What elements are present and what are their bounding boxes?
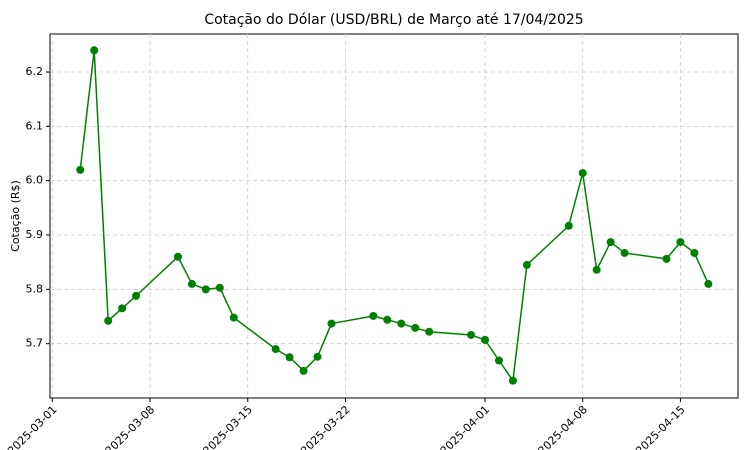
data-point (425, 327, 434, 336)
series-line (79, 50, 710, 383)
data-point (271, 345, 280, 354)
data-point (662, 254, 671, 263)
data-point (369, 311, 378, 320)
data-point (606, 238, 615, 247)
data-point (676, 238, 685, 247)
y-tick-label: 6.2 (26, 65, 44, 78)
x-tick-label: 2025-03-15 (201, 403, 255, 450)
data-point (299, 366, 308, 375)
y-tick-label: 6.0 (26, 174, 44, 187)
data-point (620, 248, 629, 257)
x-tick-label: 2025-03-22 (298, 403, 352, 450)
data-point (411, 323, 420, 332)
data-point (690, 248, 699, 257)
y-axis-label: Cotação (R$) (9, 180, 22, 252)
data-point (578, 169, 587, 178)
x-tick-label: 2025-04-08 (536, 403, 590, 450)
y-tick-label: 5.8 (26, 282, 44, 295)
y-tick-label: 5.7 (26, 337, 44, 350)
data-point (132, 291, 141, 300)
data-point (104, 316, 113, 325)
data-point (327, 319, 336, 328)
data-point (494, 356, 503, 365)
y-tick-label: 6.1 (26, 119, 44, 132)
data-point (508, 376, 517, 385)
data-point (90, 46, 99, 55)
data-point (467, 330, 476, 339)
data-point (76, 165, 85, 174)
x-tick-label: 2025-03-08 (103, 403, 157, 450)
data-point (592, 265, 601, 274)
data-point (397, 319, 406, 328)
x-tick-label: 2025-03-01 (5, 403, 59, 450)
data-point (704, 279, 713, 288)
data-point (215, 283, 224, 292)
data-point (173, 252, 182, 261)
data-point (187, 279, 196, 288)
data-point (383, 315, 392, 324)
plot-frame (49, 33, 739, 399)
x-tick-label: 2025-04-15 (633, 403, 687, 450)
x-tick-label: 2025-04-01 (438, 403, 492, 450)
data-point (481, 335, 490, 344)
data-point (229, 313, 238, 322)
data-point (118, 304, 127, 313)
data-point (522, 260, 531, 269)
data-point (564, 221, 573, 230)
data-point (285, 353, 294, 362)
y-tick-label: 5.9 (26, 228, 44, 241)
chart-title: Cotação do Dólar (USD/BRL) de Março até … (204, 12, 583, 28)
data-point (313, 352, 322, 361)
data-point (201, 285, 210, 294)
